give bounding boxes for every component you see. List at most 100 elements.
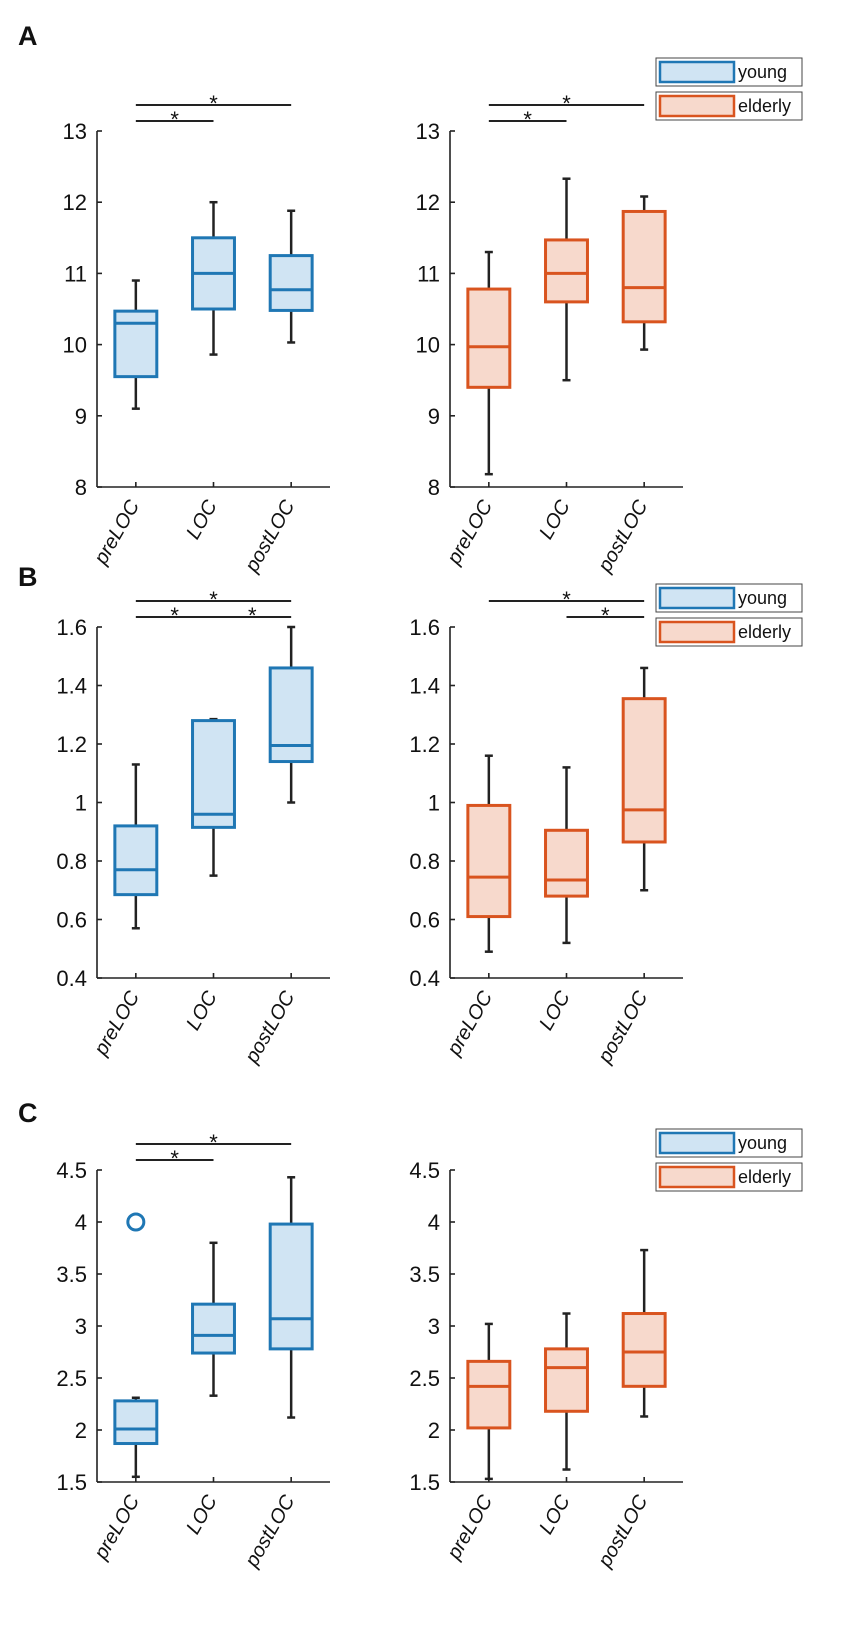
x-tick-label-postloc: postLOC: [593, 987, 652, 1068]
y-tick-label: 12: [63, 190, 87, 215]
significance-preloc-postloc: *: [135, 1130, 292, 1155]
y-tick-label: 1.5: [409, 1470, 440, 1495]
box-loc: [191, 717, 236, 877]
significance-preloc-postloc: *: [135, 91, 292, 116]
legend: young elderly: [655, 1128, 803, 1192]
legend-swatch-young: [658, 60, 736, 84]
legend-swatch-elderly: [658, 94, 736, 118]
y-tick-label: 0.8: [56, 849, 87, 874]
legend-entry-elderly: elderly: [655, 91, 803, 121]
box-iqr: [621, 209, 667, 324]
chart-c-elderly: 1.5 2 2.5 3 3.5 4 4.5 preLOC LOC postLOC young elde…: [409, 1128, 803, 1572]
box-iqr: [268, 1222, 314, 1351]
y-tick-label: 1.4: [56, 674, 87, 699]
y-tick-label: 3.5: [409, 1262, 440, 1287]
box-postloc: [268, 209, 314, 344]
box-preloc: [113, 763, 159, 930]
x-tick-label-loc: LOC: [535, 496, 575, 543]
box-postloc: [268, 1176, 314, 1419]
x-tick-label-preloc: preLOC: [90, 496, 145, 569]
legend-entry-elderly: elderly: [655, 1162, 803, 1192]
y-tick-label: 0.6: [56, 908, 87, 933]
legend: young elderly: [655, 57, 803, 121]
significance-star: *: [248, 603, 257, 628]
panel-label-c: C: [18, 1098, 38, 1128]
legend-label-elderly: elderly: [738, 96, 791, 116]
box-iqr: [544, 238, 589, 304]
x-tick-label-preloc: preLOC: [90, 987, 145, 1060]
box-iqr: [113, 824, 159, 897]
significance-star: *: [562, 587, 571, 612]
box-preloc: [466, 754, 512, 953]
chart-a-young: 8 9 10 11 12 13 preLOC LOC postLOC * * young elderly: [63, 57, 803, 577]
y-tick-label: 0.8: [409, 849, 440, 874]
box-iqr: [466, 287, 512, 389]
y-tick-label: 0.6: [409, 908, 440, 933]
x-tick-label-loc: LOC: [535, 1491, 575, 1538]
y-tick-label: 1.6: [56, 615, 87, 640]
significance-preloc-loc: *: [488, 107, 567, 132]
box-iqr: [544, 1347, 589, 1413]
significance-star: *: [209, 587, 218, 612]
outlier-point: [126, 1212, 146, 1232]
y-tick-label: 11: [417, 261, 440, 286]
box-iqr: [268, 254, 314, 312]
x-tick-label-loc: LOC: [535, 987, 575, 1034]
box-iqr: [621, 697, 667, 844]
legend-entry-young: young: [655, 583, 803, 613]
y-tick-label: 11: [64, 261, 87, 286]
x-tick-label-postloc: postLOC: [593, 1491, 652, 1572]
significance-loc-postloc: *: [566, 603, 645, 628]
legend-label-elderly: elderly: [738, 1167, 791, 1187]
significance-star: *: [523, 107, 532, 132]
box-postloc: [268, 625, 314, 804]
significance-star: *: [209, 1130, 218, 1155]
y-tick-label: 2.5: [409, 1366, 440, 1391]
legend-label-young: young: [738, 62, 787, 82]
x-tick-label-loc: LOC: [182, 1491, 222, 1538]
y-tick-label: 8: [428, 475, 440, 500]
significance-star: *: [209, 91, 218, 116]
legend-label-elderly: elderly: [738, 622, 791, 642]
box-preloc: [113, 1212, 159, 1479]
y-tick-label: 1.4: [409, 674, 440, 699]
legend-swatch-elderly: [658, 1165, 736, 1189]
y-tick-label: 4.5: [409, 1158, 440, 1183]
significance-star: *: [562, 91, 571, 116]
x-tick-label-loc: LOC: [182, 496, 222, 543]
legend-swatch-young: [658, 586, 736, 610]
y-tick-label: 1.2: [56, 732, 87, 757]
y-tick-label: 9: [428, 404, 440, 429]
x-tick-label-postloc: postLOC: [240, 1491, 299, 1572]
box-loc: [544, 1312, 589, 1471]
y-tick-label: 2: [428, 1418, 440, 1443]
chart-b-young: 0.4 0.6 0.8 1 1.2 1.4 1.6 preLOC LOC postLOC * * *: [56, 587, 330, 1068]
box-iqr: [466, 1359, 512, 1430]
box-postloc: [621, 1248, 667, 1418]
y-tick-label: 4: [75, 1210, 87, 1235]
box-iqr: [191, 719, 236, 829]
panel-label-b: B: [18, 562, 38, 592]
box-postloc: [621, 195, 667, 351]
legend-label-young: young: [738, 1133, 787, 1153]
significance-preloc-postloc: *: [488, 587, 645, 612]
box-preloc: [466, 250, 512, 476]
box-iqr: [268, 666, 314, 764]
significance-star: *: [170, 1146, 179, 1171]
y-tick-label: 3: [428, 1314, 440, 1339]
y-tick-label: 8: [75, 475, 87, 500]
significance-preloc-postloc: *: [488, 91, 645, 116]
y-tick-label: 4: [428, 1210, 440, 1235]
box-iqr: [113, 309, 159, 379]
box-loc: [544, 766, 589, 945]
box-iqr: [544, 828, 589, 898]
box-preloc: [466, 1322, 512, 1481]
significance-preloc-loc: *: [135, 1146, 214, 1171]
y-tick-label: 1.2: [409, 732, 440, 757]
significance-loc-postloc: *: [213, 603, 292, 628]
y-tick-label: 13: [63, 119, 87, 144]
x-tick-label-preloc: preLOC: [443, 496, 498, 569]
y-tick-label: 3: [75, 1314, 87, 1339]
legend-entry-elderly: elderly: [655, 617, 803, 647]
